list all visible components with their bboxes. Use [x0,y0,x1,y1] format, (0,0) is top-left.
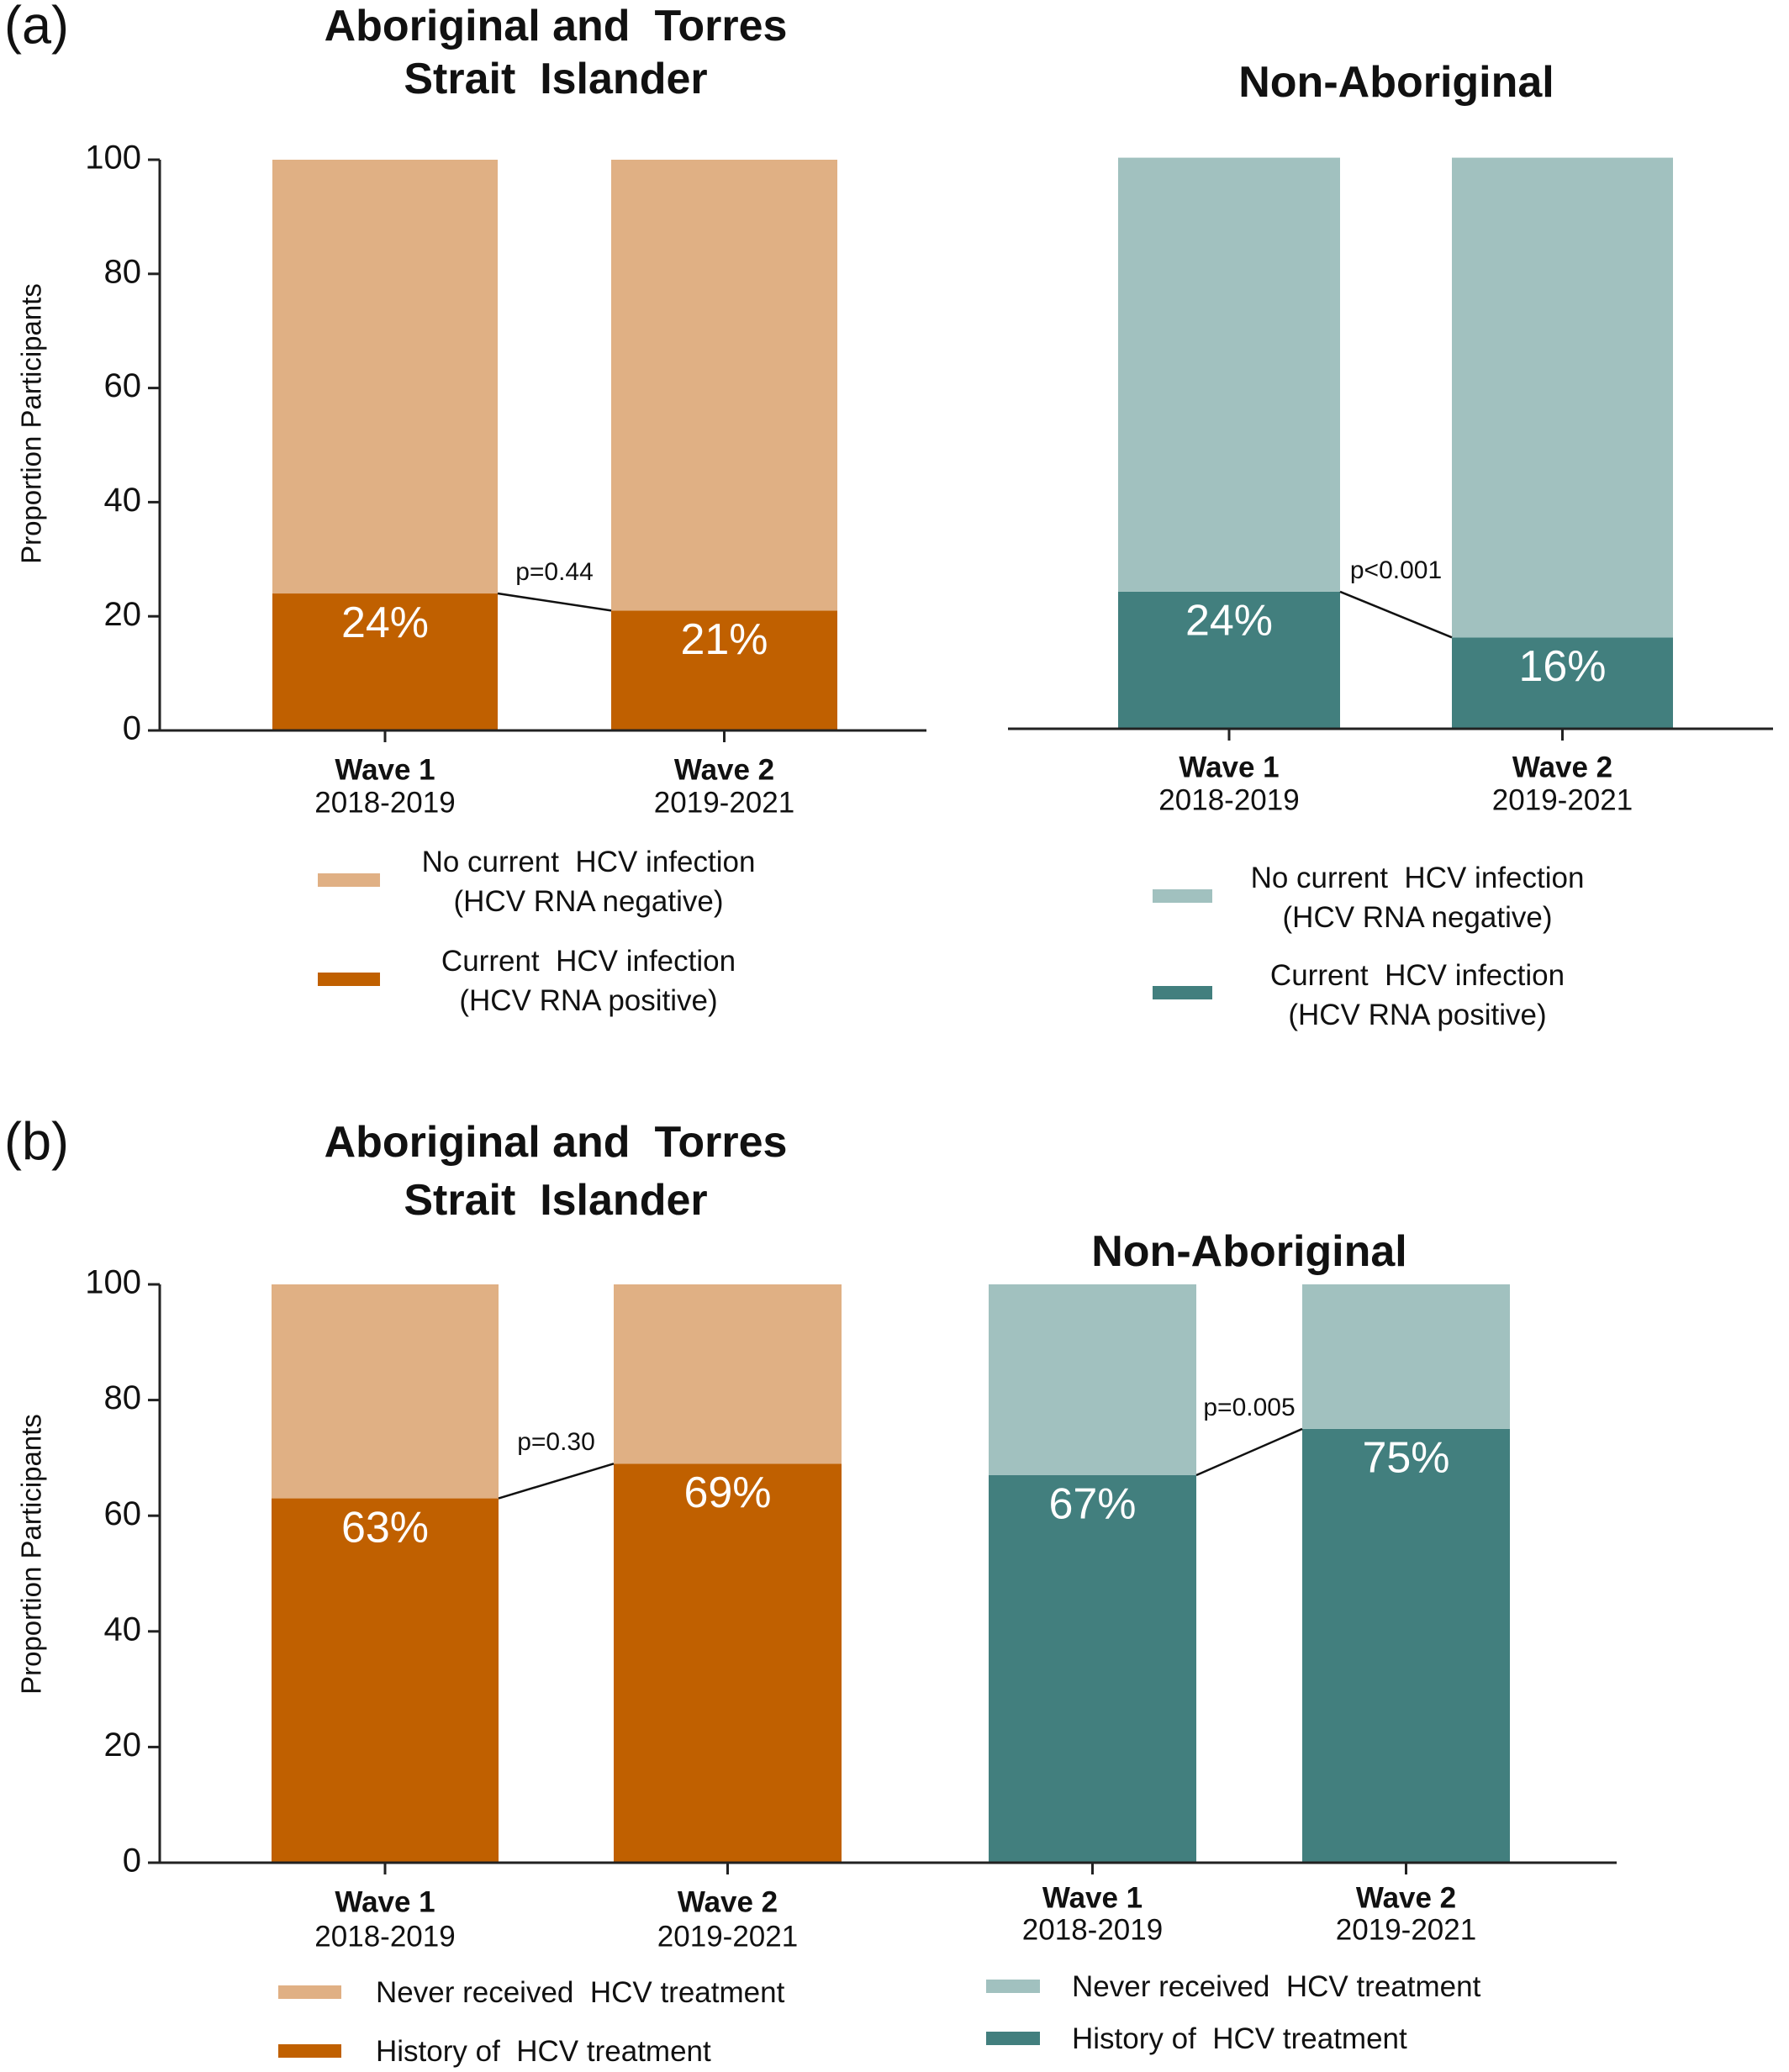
legend-swatch [318,873,380,887]
x-tick-sublabel: 2018-2019 [314,1920,455,1953]
data-label: 75% [1362,1434,1449,1483]
legend-label: History of HCV treatment [376,2035,711,2068]
legend-swatch [278,2044,341,2058]
legend-label: Never received HCV treatment [1072,1970,1481,2003]
bar-segment [1452,157,1673,638]
connector [1195,1427,1303,1477]
x-tick-label: Wave 2 [1356,1881,1456,1914]
data-label: 16% [1518,642,1606,691]
y-tick-label: 60 [104,367,142,404]
y-tick-label: 60 [104,1495,142,1532]
x-tick-sublabel: 2019-2021 [657,1920,798,1953]
legend-swatch [278,1985,341,1999]
bar-segment [272,1284,499,1499]
data-label: 63% [341,1503,429,1552]
bar-segment [611,610,837,730]
x-tick-label: Wave 1 [335,753,435,786]
x-tick-sublabel: 2018-2019 [1022,1913,1163,1946]
legend-label: No current HCV infection (HCV RNA negati… [1250,862,1585,934]
panel-label: (b) [4,1113,69,1172]
bar-segment [989,1474,1196,1863]
p-value: p=0.005 [1203,1394,1295,1421]
legend-swatch [1153,889,1212,903]
bar-segment [1118,157,1340,592]
x-tick-label: Wave 1 [335,1885,435,1918]
p-value: p<0.001 [1350,556,1442,584]
legend-label: Current HCV infection (HCV RNA positive) [1269,959,1565,1031]
chart-title: Non-Aboriginal [1091,1227,1407,1276]
y-tick-label: 20 [104,596,142,633]
x-tick-sublabel: 2019-2021 [1492,783,1633,816]
y-tick-label: 40 [104,482,142,519]
x-tick-sublabel: 2018-2019 [314,786,455,819]
connector [498,1463,615,1500]
x-tick-sublabel: 2019-2021 [654,786,794,819]
bar-segment [1118,591,1340,729]
legend-swatch [1153,986,1212,999]
legend-label: Current HCV infection (HCV RNA positive) [441,945,736,1017]
legend-label: No current HCV infection (HCV RNA negati… [421,846,756,918]
bar-segment [989,1284,1196,1475]
x-tick-sublabel: 2018-2019 [1158,783,1299,816]
legend-label: Never received HCV treatment [376,1976,785,2009]
y-tick-label: 100 [85,1264,141,1301]
x-tick-label: Wave 1 [1179,751,1279,783]
bar-segment [1302,1428,1510,1863]
connector [497,592,612,612]
x-tick-sublabel: 2019-2021 [1336,1913,1476,1946]
data-label: 69% [683,1468,771,1517]
chart-title: Aboriginal and Torres Strait Islander [324,1118,788,1225]
bar-segment [1452,637,1673,729]
connector [1339,590,1453,639]
legend-swatch [986,2032,1040,2045]
p-value: p=0.30 [517,1428,595,1456]
bar-segment [272,1498,499,1863]
x-tick-label: Wave 2 [1512,751,1612,783]
y-tick-label: 20 [104,1727,142,1764]
x-tick-label: Wave 2 [674,753,774,786]
bar-segment [1302,1284,1510,1429]
y-axis-label: Proportion Participants [16,283,47,564]
data-label: 24% [341,598,429,647]
chart-title: Aboriginal and Torres Strait Islander [324,2,788,103]
y-tick-label: 80 [104,253,142,290]
bar-segment [611,160,837,611]
panel-label: (a) [4,0,69,55]
data-label: 67% [1048,1480,1136,1529]
chart-title: Non-Aboriginal [1238,58,1554,107]
legend-swatch [318,973,380,986]
y-tick-label: 0 [123,710,141,747]
x-tick-label: Wave 2 [678,1885,778,1918]
legend-swatch [986,1980,1040,1993]
bar-segment [614,1284,842,1464]
y-tick-label: 40 [104,1611,142,1648]
y-axis-label: Proportion Participants [16,1414,47,1695]
data-label: 21% [680,615,768,664]
bar-segment [272,593,498,730]
bar-segment [272,160,498,594]
bar-segment [614,1463,842,1863]
legend-label: History of HCV treatment [1072,2022,1407,2055]
p-value: p=0.44 [515,558,594,586]
y-tick-label: 80 [104,1379,142,1416]
data-label: 24% [1185,597,1273,646]
x-tick-label: Wave 1 [1042,1881,1143,1914]
y-tick-label: 0 [123,1843,141,1880]
y-tick-label: 100 [85,140,141,177]
